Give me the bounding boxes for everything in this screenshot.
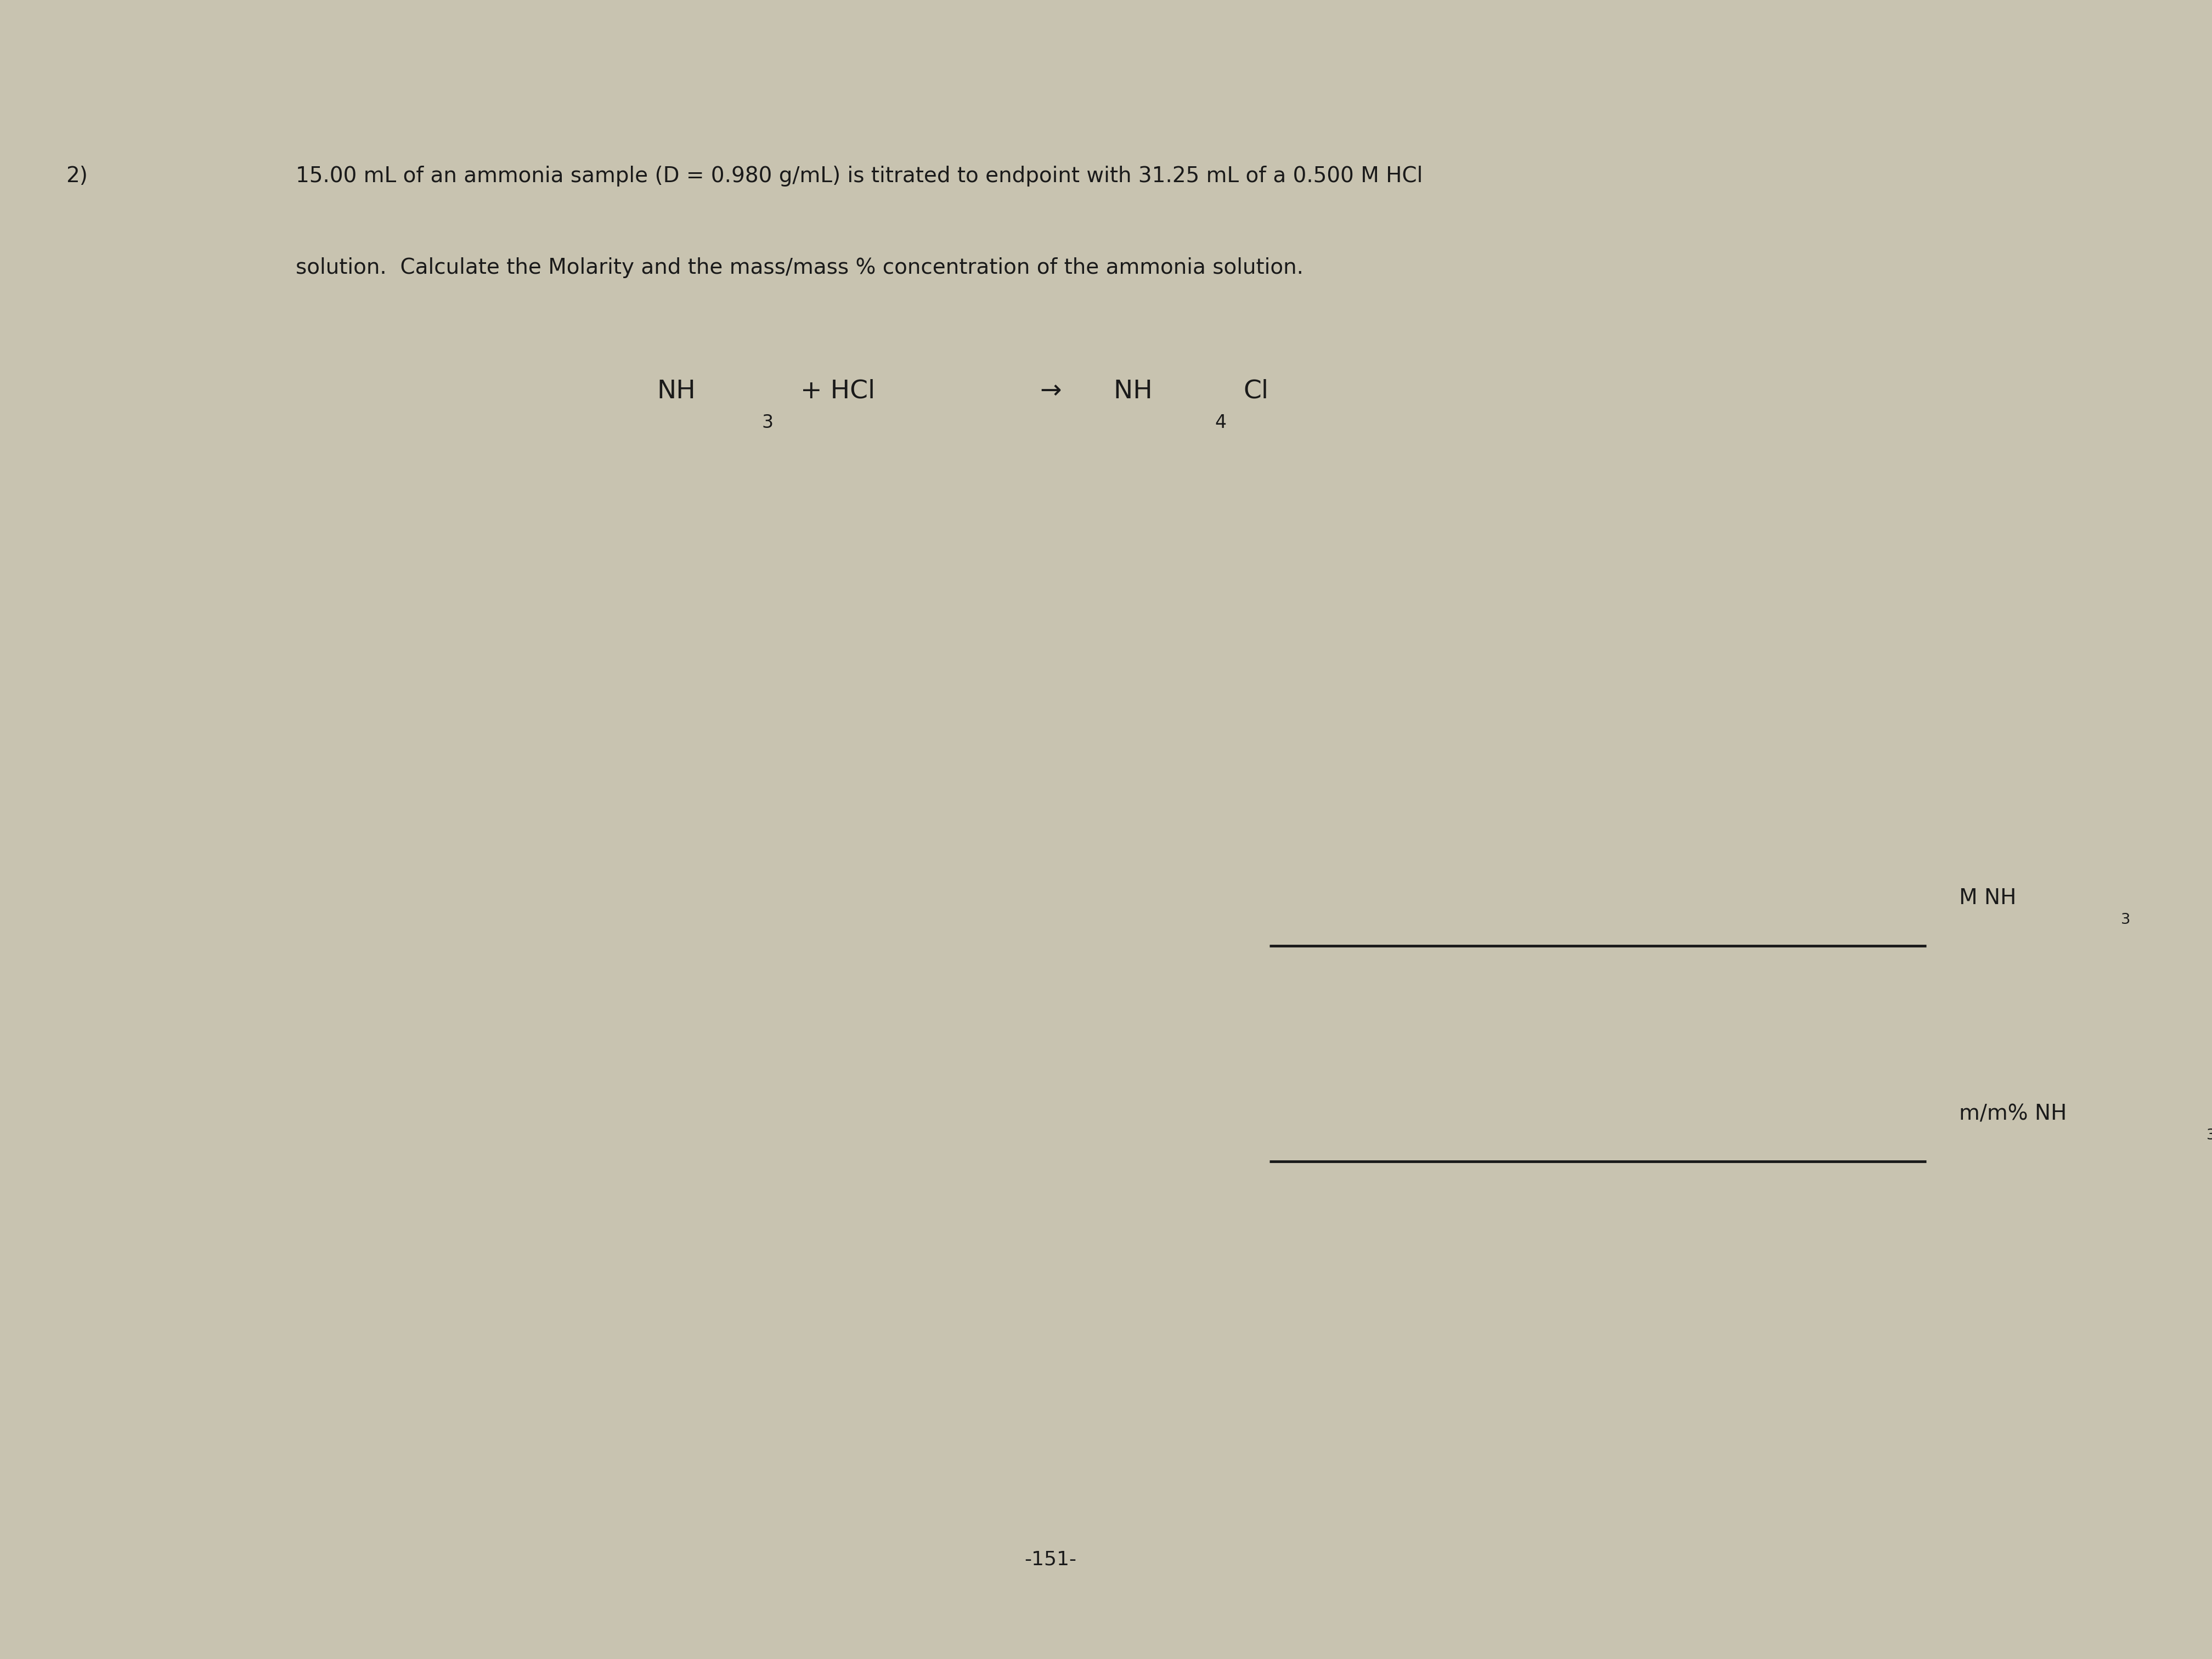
- Text: solution.  Calculate the Molarity and the mass/mass % concentration of the ammon: solution. Calculate the Molarity and the…: [296, 257, 1303, 279]
- Text: m/m% NH: m/m% NH: [1960, 1103, 2066, 1125]
- Text: →: →: [1040, 378, 1062, 403]
- Text: Cl: Cl: [1243, 378, 1267, 403]
- Text: 3: 3: [761, 413, 774, 431]
- Text: 2): 2): [66, 166, 88, 187]
- Text: 15.00 mL of an ammonia sample (D = 0.980 g/mL) is titrated to endpoint with 31.2: 15.00 mL of an ammonia sample (D = 0.980…: [296, 166, 1422, 187]
- Text: + HCl: + HCl: [792, 378, 883, 403]
- Text: NH: NH: [1106, 378, 1152, 403]
- Text: M NH: M NH: [1960, 888, 2017, 909]
- Text: 3: 3: [2121, 912, 2130, 927]
- Text: -151-: -151-: [1024, 1550, 1077, 1569]
- Text: 4: 4: [1214, 413, 1225, 431]
- Text: 3: 3: [2205, 1128, 2212, 1143]
- Text: NH: NH: [657, 378, 695, 403]
